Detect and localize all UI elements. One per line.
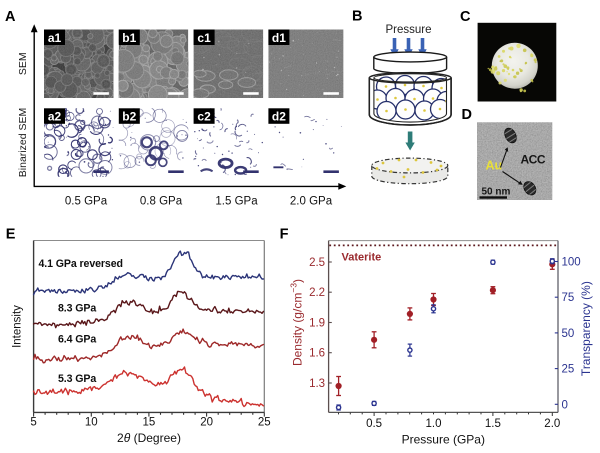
svg-text:A: A: [5, 9, 16, 25]
svg-text:ACC: ACC: [521, 153, 546, 167]
svg-text:8.3 GPa: 8.3 GPa: [58, 302, 96, 314]
svg-text:c2: c2: [197, 110, 211, 124]
svg-text:5.3 GPa: 5.3 GPa: [58, 373, 96, 385]
svg-text:100: 100: [562, 257, 581, 269]
svg-text:6.4 GPa: 6.4 GPa: [58, 333, 96, 345]
svg-text:2.0 GPa: 2.0 GPa: [290, 196, 333, 208]
svg-text:Pressure (GPa): Pressure (GPa): [402, 432, 485, 446]
svg-text:d1: d1: [272, 31, 286, 45]
svg-text:15: 15: [143, 417, 156, 429]
svg-text:2θ (Degree): 2θ (Degree): [117, 431, 181, 445]
svg-text:1.9: 1.9: [309, 318, 325, 330]
svg-text:Intensity: Intensity: [12, 305, 24, 348]
svg-text:Density (g/cm−3): Density (g/cm−3): [289, 279, 305, 366]
svg-text:25: 25: [562, 364, 575, 376]
svg-text:b1: b1: [122, 31, 136, 45]
svg-text:c1: c1: [197, 31, 211, 45]
svg-text:1.6: 1.6: [309, 348, 325, 360]
svg-text:1.3: 1.3: [309, 378, 325, 390]
svg-text:20: 20: [200, 417, 213, 429]
svg-text:E: E: [6, 227, 16, 243]
svg-text:Binarized SEM: Binarized SEM: [17, 108, 29, 177]
svg-text:75: 75: [562, 292, 575, 304]
svg-text:C: C: [460, 9, 471, 25]
svg-text:2.2: 2.2: [309, 287, 325, 299]
svg-text:Pressure: Pressure: [385, 24, 431, 36]
svg-text:0: 0: [562, 399, 568, 411]
svg-text:0.8 GPa: 0.8 GPa: [140, 196, 183, 208]
svg-text:D: D: [462, 107, 472, 123]
svg-text:F: F: [280, 227, 289, 243]
svg-text:50 nm: 50 nm: [482, 187, 511, 198]
svg-text:2.0: 2.0: [544, 418, 560, 430]
svg-text:B: B: [352, 9, 362, 25]
svg-text:a1: a1: [48, 31, 62, 45]
svg-text:1.5 GPa: 1.5 GPa: [215, 196, 258, 208]
svg-text:5: 5: [30, 417, 36, 429]
svg-text:0.5 GPa: 0.5 GPa: [65, 196, 108, 208]
svg-text:2.5: 2.5: [309, 257, 325, 269]
svg-text:SEM: SEM: [17, 52, 29, 75]
svg-text:d2: d2: [272, 110, 286, 124]
svg-text:1.0: 1.0: [426, 418, 442, 430]
svg-text:50: 50: [562, 328, 575, 340]
svg-text:10: 10: [85, 417, 98, 429]
svg-text:b2: b2: [122, 110, 136, 124]
svg-text:25: 25: [258, 417, 271, 429]
svg-text:a2: a2: [48, 110, 62, 124]
svg-text:1.5: 1.5: [485, 418, 501, 430]
svg-text:Au: Au: [486, 159, 503, 173]
svg-text:Transparency (%): Transparency (%): [579, 281, 593, 376]
svg-text:4.1 GPa reversed: 4.1 GPa reversed: [39, 258, 123, 270]
svg-text:Vaterite: Vaterite: [342, 252, 382, 264]
svg-text:0.5: 0.5: [366, 418, 382, 430]
